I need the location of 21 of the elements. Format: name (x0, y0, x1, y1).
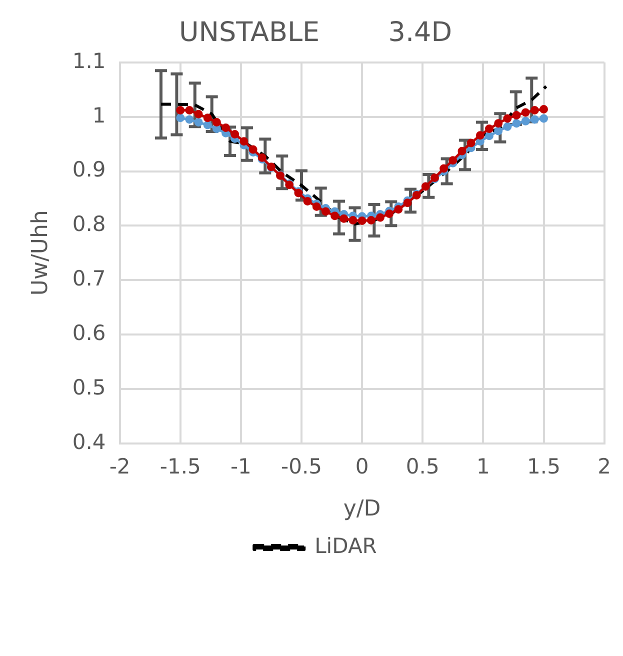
y-tick-label: 0.7 (72, 266, 106, 291)
y-tick-label: 0.9 (72, 158, 106, 182)
x-tick-label: 1.5 (527, 454, 560, 478)
y-tick-label: 0.4 (72, 430, 106, 454)
y-tick-label: 1.1 (72, 48, 106, 73)
x-tick-label: 1 (476, 454, 490, 478)
legend-label: LiDAR (314, 534, 377, 558)
x-tick-label: -0.5 (281, 454, 322, 478)
y-tick-label: 1 (92, 103, 106, 128)
x-tick-label: 0 (355, 454, 369, 478)
x-tick-label: 0.5 (406, 454, 440, 478)
chart-title: UNSTABLE 3.4D (179, 17, 452, 48)
x-tick-label: -1.5 (160, 454, 201, 478)
x-tick-label: 2 (598, 454, 612, 478)
y-tick-label: 0.5 (72, 375, 106, 400)
y-axis-title: Uw/Uhh (28, 210, 53, 296)
x-axis-title: y/D (343, 496, 381, 522)
x-tick-label: -2 (109, 454, 130, 478)
y-tick-label: 0.6 (72, 320, 106, 345)
y-tick-label: 0.8 (72, 212, 106, 236)
x-tick-label: -1 (230, 454, 252, 478)
